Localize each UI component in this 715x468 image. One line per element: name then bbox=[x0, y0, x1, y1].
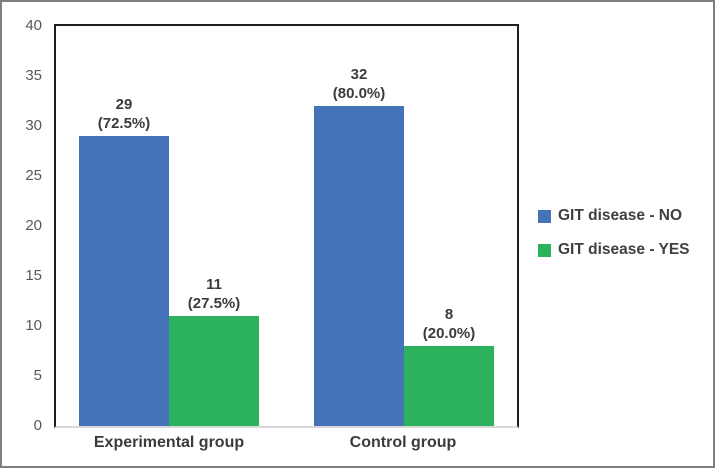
y-axis-tick-label: 25 bbox=[25, 167, 42, 184]
bar-percent: (80.0%) bbox=[332, 85, 386, 102]
legend-item-yes: GIT disease - YES bbox=[538, 241, 690, 259]
y-axis: 0 5 10 15 20 25 30 35 40 bbox=[2, 2, 48, 466]
bar-count: 32 bbox=[350, 66, 368, 83]
bar-label-experimental-no: 29 (72.5%) bbox=[54, 95, 194, 133]
x-axis-label-experimental: Experimental group bbox=[93, 434, 245, 451]
bar-percent: (72.5%) bbox=[97, 115, 151, 132]
legend: GIT disease - NO GIT disease - YES bbox=[538, 207, 690, 259]
bar-label-control-yes: 8 (20.0%) bbox=[379, 305, 519, 343]
bar-count: 29 bbox=[115, 96, 133, 113]
y-axis-tick-label: 40 bbox=[25, 17, 42, 34]
bar-experimental-no: 29 (72.5%) bbox=[79, 96, 169, 426]
y-axis-tick-label: 10 bbox=[25, 317, 42, 334]
bar-label-control-no: 32 (80.0%) bbox=[289, 65, 429, 103]
plot-area: 29 (72.5%) 11 (27.5%) 32 (80.0%) 8 (20.0… bbox=[54, 24, 519, 428]
x-axis-label-control: Control group bbox=[349, 434, 457, 451]
y-axis-tick-label: 5 bbox=[33, 367, 42, 384]
bar-control-no: 32 (80.0%) bbox=[314, 66, 404, 426]
bar-count: 8 bbox=[444, 306, 454, 323]
y-axis-tick-label: 15 bbox=[25, 267, 42, 284]
legend-label-no: GIT disease - NO bbox=[558, 207, 683, 224]
y-axis-tick-label: 30 bbox=[25, 117, 42, 134]
y-axis-tick-label: 20 bbox=[25, 217, 42, 234]
bar-percent: (20.0%) bbox=[422, 325, 476, 342]
bar-experimental-yes: 11 (27.5%) bbox=[169, 276, 259, 426]
legend-label-yes: GIT disease - YES bbox=[558, 241, 690, 258]
legend-item-no: GIT disease - NO bbox=[538, 207, 690, 225]
legend-swatch-green-icon bbox=[538, 243, 551, 257]
legend-swatch-blue-icon bbox=[538, 209, 551, 223]
bar-control-yes: 8 (20.0%) bbox=[404, 306, 494, 426]
bar-label-experimental-yes: 11 (27.5%) bbox=[144, 275, 284, 313]
bar-count: 11 bbox=[206, 276, 222, 293]
bar-percent: (27.5%) bbox=[187, 295, 241, 312]
y-axis-tick-label: 0 bbox=[33, 417, 42, 434]
y-axis-tick-label: 35 bbox=[25, 67, 42, 84]
